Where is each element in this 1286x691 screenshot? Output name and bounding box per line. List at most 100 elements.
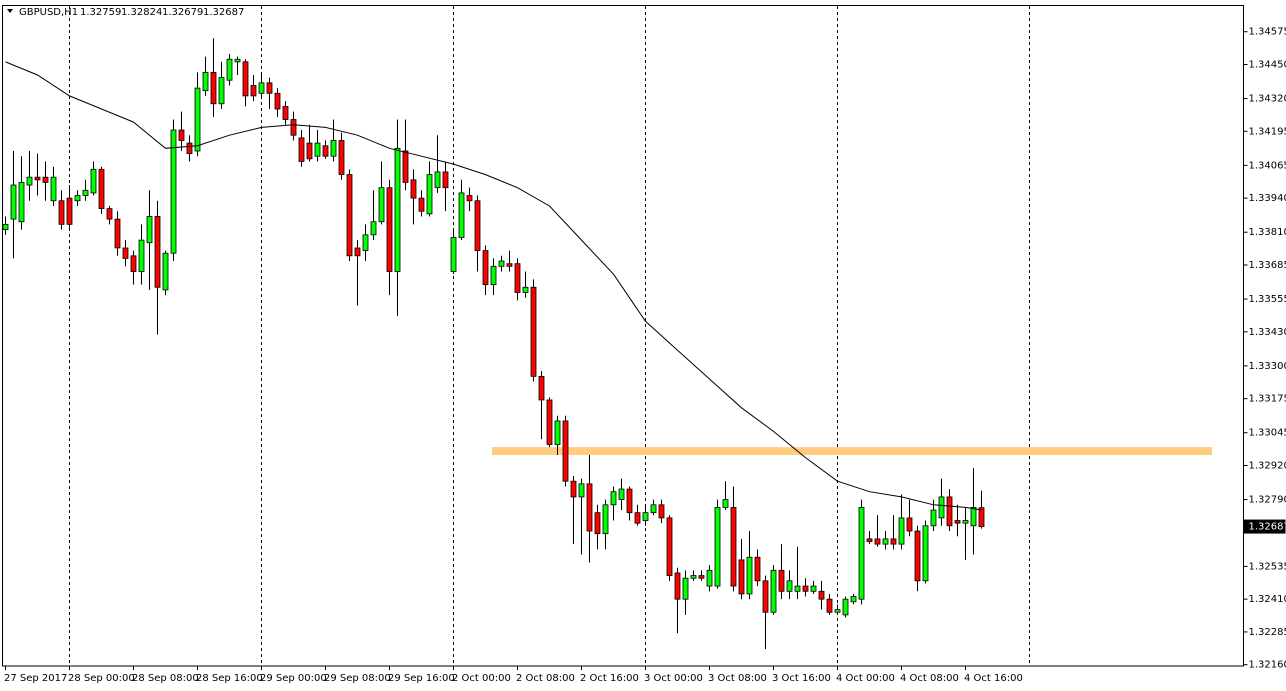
candle-body	[170, 129, 177, 254]
candle-body	[482, 250, 489, 286]
candle-body	[490, 265, 497, 286]
candle-body	[226, 58, 233, 81]
candle-body	[730, 507, 737, 587]
plot-frame	[2, 5, 1244, 667]
candle-body	[338, 140, 345, 175]
header-open: 1.32759	[80, 7, 121, 18]
x-tick-label: 2 Oct 16:00	[580, 673, 639, 684]
candle-body	[434, 171, 441, 189]
candle-body	[914, 530, 921, 582]
candle-body	[66, 197, 73, 225]
candle-body	[210, 71, 217, 105]
candle-body	[506, 263, 513, 267]
x-tick-label: 2 Oct 08:00	[516, 673, 575, 684]
candle-body	[722, 499, 729, 508]
candle-body	[834, 609, 841, 613]
y-tick-label: 1.34575	[1249, 27, 1286, 38]
candle-body	[658, 504, 665, 519]
candle-body	[106, 208, 113, 220]
candle-body	[954, 520, 961, 524]
candle-body	[530, 286, 537, 377]
candle-body	[642, 512, 649, 521]
candle-body	[698, 575, 705, 579]
candle-body	[538, 375, 545, 401]
candle-body	[770, 569, 777, 613]
x-tick-label: 3 Oct 00:00	[644, 673, 703, 684]
candle-body	[554, 420, 561, 445]
candle-body	[738, 559, 745, 595]
y-tick-label: 1.32790	[1249, 495, 1286, 506]
candle-body	[522, 286, 529, 293]
candle-body	[298, 137, 305, 162]
candle-body	[362, 234, 369, 251]
candle-body	[978, 507, 985, 527]
resistance-zone	[492, 447, 1212, 456]
candle-body	[474, 200, 481, 251]
y-tick-label: 1.34195	[1249, 126, 1286, 137]
candle-body	[186, 142, 193, 154]
candle-body	[626, 488, 633, 514]
y-tick-label: 1.32160	[1249, 660, 1286, 671]
x-tick-label: 28 Sep 08:00	[132, 673, 199, 684]
candle-body	[418, 197, 425, 212]
candle-body	[370, 221, 377, 236]
candle-body	[874, 538, 881, 545]
x-tick-label: 27 Sep 2017	[4, 673, 67, 684]
candle-body	[290, 119, 297, 136]
x-tick-label: 28 Sep 16:00	[196, 673, 263, 684]
candle-body	[850, 596, 857, 603]
y-tick-label: 1.32920	[1249, 460, 1286, 471]
header-low: 1.32679	[162, 7, 203, 18]
candle-body	[90, 168, 97, 194]
candle-body	[674, 572, 681, 600]
candle-body	[906, 517, 913, 532]
candle-body	[594, 512, 601, 535]
x-tick-label: 29 Sep 00:00	[260, 673, 327, 684]
candle-body	[514, 263, 521, 293]
header-high: 1.32824	[121, 7, 162, 18]
candle-body	[346, 174, 353, 257]
candle-body	[266, 82, 273, 94]
x-tick-label: 29 Sep 16:00	[388, 673, 455, 684]
candle-body	[602, 504, 609, 535]
candle-body	[794, 585, 801, 592]
candle-body	[2, 223, 9, 230]
candle-body	[562, 420, 569, 482]
candle-body	[386, 187, 393, 272]
candle-body	[282, 106, 289, 120]
candle-body	[898, 517, 905, 545]
header-close: 1.32687	[203, 7, 244, 18]
moving-average	[5, 61, 982, 511]
candle-body	[442, 171, 449, 189]
candle-body	[930, 509, 937, 527]
x-tick-label: 4 Oct 16:00	[964, 673, 1023, 684]
candle-body	[778, 569, 785, 592]
y-tick-label: 1.32535	[1249, 561, 1286, 572]
candle-body	[714, 507, 721, 587]
y-tick-label: 1.33175	[1249, 394, 1286, 405]
candle-body	[234, 58, 241, 63]
candle-body	[650, 504, 657, 514]
x-tick-label: 29 Sep 08:00	[324, 673, 391, 684]
day-separators	[69, 6, 1030, 666]
chart-title: GBPUSD,H1	[19, 7, 78, 18]
menu-triangle[interactable]	[7, 9, 13, 13]
candle-body	[18, 182, 25, 223]
candle-body	[498, 260, 505, 267]
candle-body	[754, 556, 761, 582]
candle-body	[546, 399, 553, 445]
candle-body	[194, 87, 201, 152]
y-tick-label: 1.34450	[1249, 59, 1286, 70]
price-tag-label: 1.32687	[1249, 522, 1286, 533]
candle-body	[610, 491, 617, 506]
candle-body	[962, 520, 969, 524]
candle-body	[706, 569, 713, 587]
candle-body	[586, 483, 593, 532]
candle-body	[122, 247, 129, 259]
candle-body	[58, 200, 65, 225]
candle-body	[306, 142, 313, 160]
y-tick-label: 1.33685	[1249, 260, 1286, 271]
